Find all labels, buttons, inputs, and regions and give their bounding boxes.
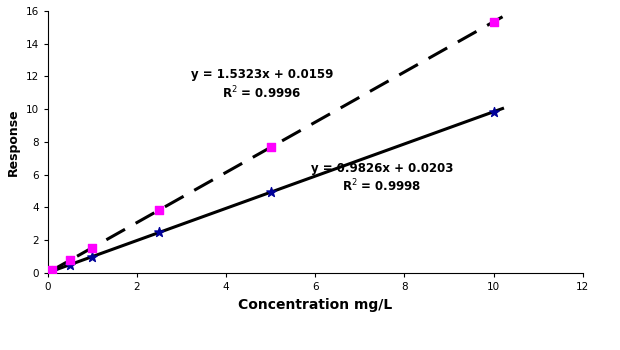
Linear (Ethyl sulfate) <box>315 118 322 122</box>
Line: Linear (Ethyl sulfate): Linear (Ethyl sulfate) <box>48 17 503 273</box>
Linear (Ethyl glucuronide) <box>46 270 53 274</box>
Linear (Ethyl sulfate) <box>456 38 464 43</box>
Ethyl glucuronide <box>47 268 57 274</box>
Linear (Ethyl sulfate) <box>46 270 53 274</box>
X-axis label: Concentration mg/L: Concentration mg/L <box>238 298 392 312</box>
Linear (Ethyl glucuronide) <box>313 173 321 177</box>
Ethyl glucuronide <box>87 254 97 259</box>
Ethyl sulfate <box>65 257 75 263</box>
Ethyl glucuronide <box>489 109 498 114</box>
Ethyl glucuronide <box>266 189 276 195</box>
Linear (Ethyl glucuronide) <box>456 122 464 126</box>
Linear (Ethyl sulfate) <box>44 271 51 275</box>
Ethyl glucuronide <box>65 262 75 267</box>
Ethyl sulfate <box>87 245 97 251</box>
Text: y = 1.5323x + 0.0159
R$^2$ = 0.9996: y = 1.5323x + 0.0159 R$^2$ = 0.9996 <box>190 69 333 101</box>
Linear (Ethyl glucuronide) <box>499 106 507 111</box>
Ethyl sulfate <box>489 19 498 24</box>
Ethyl sulfate <box>154 207 164 213</box>
Ethyl sulfate <box>47 267 57 273</box>
Line: Linear (Ethyl glucuronide): Linear (Ethyl glucuronide) <box>48 108 503 273</box>
Linear (Ethyl sulfate) <box>499 15 507 19</box>
Linear (Ethyl glucuronide) <box>44 271 51 275</box>
Linear (Ethyl sulfate) <box>427 55 435 59</box>
Text: y = 0.9826x + 0.0203
R$^2$ = 0.9998: y = 0.9826x + 0.0203 R$^2$ = 0.9998 <box>311 162 453 194</box>
Linear (Ethyl sulfate) <box>313 119 321 123</box>
Ethyl glucuronide <box>154 230 164 235</box>
Linear (Ethyl glucuronide) <box>427 132 435 137</box>
Ethyl sulfate <box>266 145 276 150</box>
Linear (Ethyl sulfate) <box>322 114 330 118</box>
Linear (Ethyl glucuronide) <box>322 170 330 174</box>
Linear (Ethyl glucuronide) <box>315 173 322 177</box>
Y-axis label: Response: Response <box>7 108 20 176</box>
